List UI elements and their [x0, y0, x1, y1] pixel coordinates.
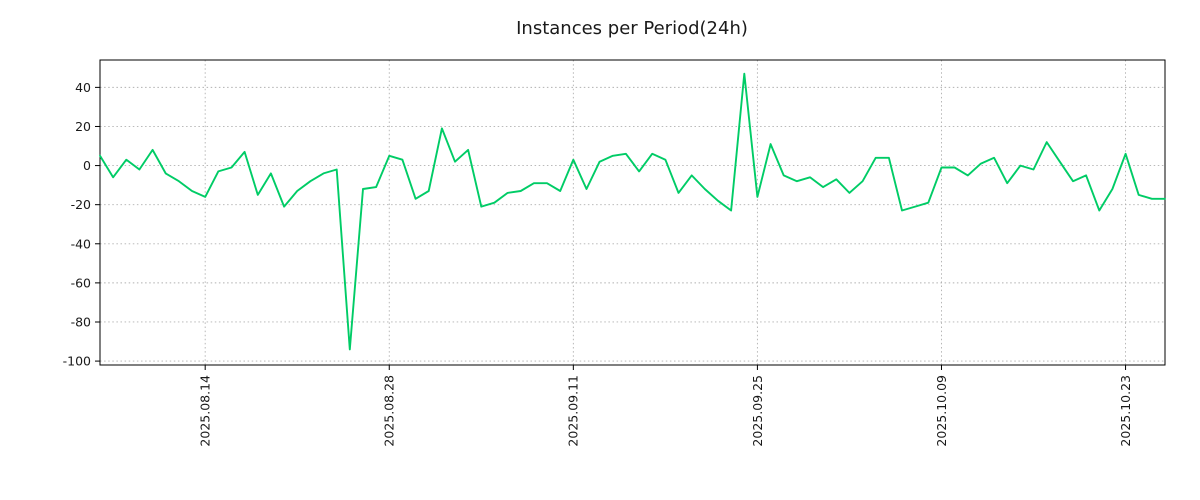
x-tick-label: 2025.10.23	[1118, 375, 1133, 447]
chart-title: Instances per Period(24h)	[516, 18, 748, 39]
plot-frame	[99, 59, 1166, 366]
x-tick-label: 2025.08.28	[382, 375, 397, 447]
y-tick-label: -20	[71, 197, 91, 212]
y-tick-label: 40	[75, 80, 91, 95]
x-tick-label: 2025.10.09	[934, 375, 949, 447]
data-series	[99, 72, 1166, 351]
x-tick-label: 2025.09.25	[750, 375, 765, 447]
grid-lines	[100, 60, 1165, 365]
axis-tick-labels: 40 20 0 -20 -40 -60 -80 -100 2025.08.14 2025.08.2…	[63, 80, 1133, 447]
y-tick-label: -100	[63, 354, 91, 369]
y-tick-label: -80	[71, 314, 91, 329]
y-tick-label: -60	[71, 275, 91, 290]
instances-line	[99, 72, 1166, 351]
x-tick-label: 2025.09.11	[566, 375, 581, 447]
y-tick-label: -40	[71, 236, 91, 251]
y-tick-label: 0	[83, 158, 91, 173]
y-tick-label: 20	[75, 119, 91, 134]
axis-ticks	[95, 86, 1127, 370]
x-tick-label: 2025.08.14	[198, 375, 213, 447]
